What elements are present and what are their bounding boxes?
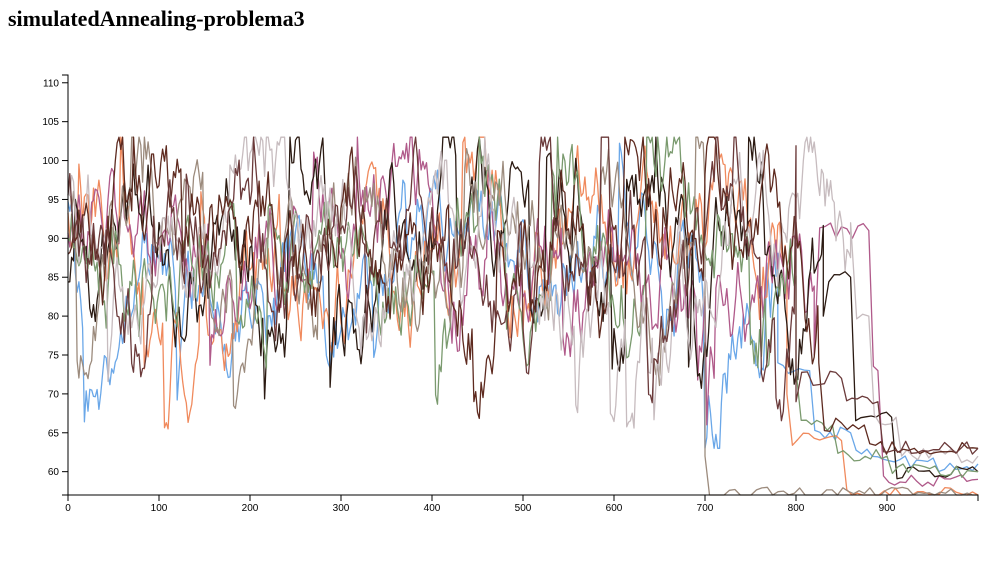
- x-tick-label: 900: [879, 503, 896, 514]
- y-tick-label: 75: [48, 351, 60, 362]
- x-tick-label: 100: [151, 503, 168, 514]
- y-tick-label: 90: [48, 234, 60, 245]
- x-tick-label: 600: [606, 503, 623, 514]
- y-tick-label: 85: [48, 273, 60, 284]
- series-line-9: [67, 136, 979, 455]
- series-line-6: [67, 136, 978, 496]
- y-tick-label: 95: [48, 195, 60, 206]
- y-tick-group: 60 65 70 75 80 85 90 95 100 105 110: [42, 78, 68, 478]
- x-tick-label: 0: [65, 503, 71, 514]
- chart-title: simulatedAnnealing-problema3: [8, 6, 305, 31]
- series-line-8: [67, 136, 979, 455]
- x-tick-label: 500: [515, 503, 532, 514]
- x-tick-group: 0 100 200 300 400 500 600 700 800 900: [65, 495, 896, 514]
- y-tick-label: 80: [48, 312, 60, 323]
- y-tick-label: 110: [43, 78, 59, 89]
- y-tick-label: 65: [48, 428, 60, 439]
- x-tick-label: 800: [788, 503, 805, 514]
- y-tick-label: 60: [48, 467, 60, 478]
- y-axis: [62, 74, 69, 496]
- x-tick-label: 300: [333, 503, 350, 514]
- series-layer: [67, 136, 979, 496]
- y-tick-label: 105: [42, 117, 59, 128]
- y-tick-label: 70: [48, 389, 60, 400]
- x-tick-label: 700: [697, 503, 714, 514]
- x-tick-label: 400: [424, 503, 441, 514]
- y-tick-label: 100: [42, 156, 59, 167]
- x-tick-label: 200: [242, 503, 259, 514]
